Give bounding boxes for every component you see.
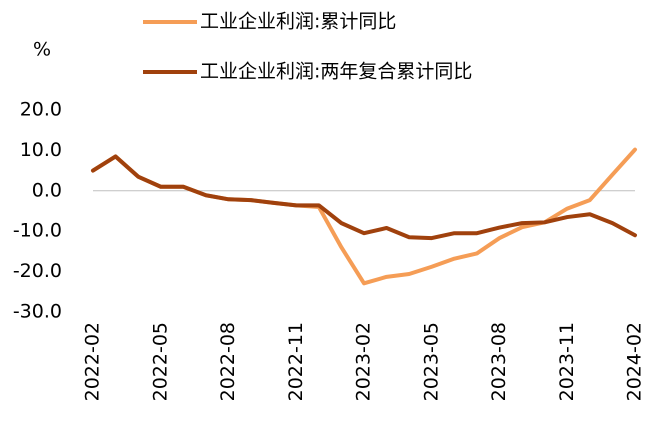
y-tick-label: 0.0 — [32, 179, 62, 201]
y-tick-label: -30.0 — [13, 301, 62, 323]
x-tick-label: 2022-05 — [149, 322, 171, 401]
y-tick-label: -10.0 — [13, 220, 62, 242]
x-tick-label: 2022-08 — [217, 322, 239, 401]
x-tick-label: 2023-02 — [353, 322, 375, 401]
y-axis-label: % — [33, 39, 51, 61]
y-tick-label: 10.0 — [20, 139, 62, 161]
legend-label: 工业企业利润:两年复合累计同比 — [200, 61, 472, 83]
series-line — [91, 154, 637, 241]
legend-label: 工业企业利润:累计同比 — [200, 11, 396, 33]
x-tick-label: 2022-11 — [285, 322, 307, 401]
x-tick-label: 2023-11 — [556, 322, 578, 401]
series-line — [91, 147, 637, 286]
x-tick-label: 2023-05 — [420, 322, 442, 401]
x-tick-label: 2023-08 — [488, 322, 510, 401]
x-tick-label: 2022-02 — [82, 322, 104, 401]
x-tick-label: 2024-02 — [624, 322, 646, 401]
y-tick-label: 20.0 — [20, 99, 62, 121]
y-tick-label: -20.0 — [13, 260, 62, 282]
